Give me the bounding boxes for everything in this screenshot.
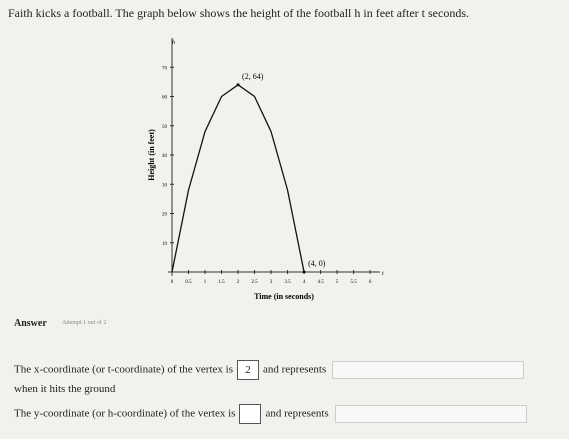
curve xyxy=(171,84,305,273)
x-tick-label: 0 xyxy=(171,280,174,285)
y-tick-label: 70 xyxy=(162,66,168,71)
answer-label: Answer xyxy=(14,318,47,329)
line1-end: when it hits the ground xyxy=(14,383,116,395)
axis-letter: h xyxy=(172,40,175,46)
x-tick-label: 1.5 xyxy=(218,280,225,285)
input[interactable]: 2 xyxy=(237,360,259,380)
text: The x-coordinate (or t-coordinate) of th… xyxy=(14,363,233,376)
line2: The y-coordinate (or h-coordinate) of th… xyxy=(14,404,527,424)
x-tick-label: 5.5 xyxy=(350,280,357,285)
x-axis-label: Time (in seconds) xyxy=(254,292,314,301)
text: The y-coordinate (or h-coordinate) of th… xyxy=(14,407,236,420)
dropdown[interactable] xyxy=(332,361,525,379)
line1: The x-coordinate (or t-coordinate) of th… xyxy=(14,360,525,380)
x-tick-label: 6 xyxy=(369,280,372,285)
y-tick-label: 20 xyxy=(162,213,168,218)
y-tick-label: 30 xyxy=(162,183,168,188)
annotation-point xyxy=(236,83,240,87)
annotation: (4, 0) xyxy=(308,259,326,268)
x-tick-label: 1 xyxy=(204,280,207,285)
x-tick-label: 3 xyxy=(270,280,273,285)
x-tick-label: 4.5 xyxy=(317,280,324,285)
x-tick-label: 5 xyxy=(336,280,339,285)
x-tick-label: 2.5 xyxy=(251,280,258,285)
x-tick-label: 2 xyxy=(237,280,240,285)
attempt: Attempt 1 out of 2 xyxy=(62,320,107,326)
axis-letter: t xyxy=(382,271,384,277)
y-tick-label: 50 xyxy=(162,125,168,130)
text: and represents xyxy=(265,407,329,420)
input[interactable] xyxy=(239,404,262,424)
dropdown[interactable] xyxy=(334,405,527,423)
y-axis-label: Height (in feet) xyxy=(147,129,156,181)
x-tick-label: 4 xyxy=(303,280,306,285)
x-tick-label: 3.5 xyxy=(284,280,291,285)
y-tick-label: 40 xyxy=(162,154,168,159)
question: Faith kicks a football. The graph below … xyxy=(8,6,469,20)
y-tick-label: 10 xyxy=(162,242,168,247)
annotation: (2, 64) xyxy=(242,72,264,81)
annotation-point xyxy=(302,270,306,274)
x-tick-label: 0.5 xyxy=(185,280,192,285)
graph: t h 0 0.5 1 1.5 2 2.5 3 3.5 4 4.5 5 5.5 6 10 20 30 40 50 60 7… xyxy=(147,38,384,301)
y-tick-label: 60 xyxy=(162,96,168,101)
text: and represents xyxy=(263,363,327,376)
